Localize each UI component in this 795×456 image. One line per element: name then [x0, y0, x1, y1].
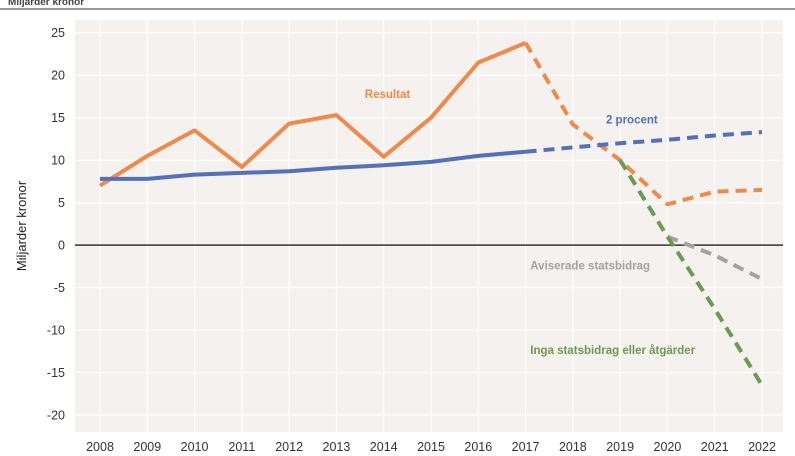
annotation-label: Inga statsbidrag eller åtgärder [530, 345, 695, 357]
y-tick-label: 20 [51, 69, 65, 83]
series-line-0 [98, 41, 527, 188]
annotation-label: Aviserade statsbidrag [530, 261, 650, 273]
y-tick-label: -15 [47, 366, 65, 380]
x-tick-label: 2012 [275, 440, 303, 454]
x-tick-label: 2011 [228, 440, 255, 454]
series-line-2 [100, 149, 526, 181]
x-tick-label: 2014 [370, 440, 398, 454]
y-tick-labels: 25 20 15 10 5 0 -5 -10 -15 -20 [47, 26, 65, 422]
x-tick-label: 2008 [86, 440, 114, 454]
x-tick-label: 2019 [606, 440, 634, 454]
annotation-label: 2 procent [606, 115, 658, 127]
gridlines [75, 20, 783, 432]
x-tick-label: 2017 [512, 440, 540, 454]
y-tick-label: 10 [51, 154, 65, 168]
top-caption: Miljarder kronor [8, 0, 85, 8]
x-tick-label: 2013 [323, 440, 351, 454]
series-line-3 [525, 130, 763, 154]
y-tick-label: 25 [51, 26, 65, 40]
series-line-5 [618, 159, 764, 387]
y-tick-label: -20 [47, 409, 65, 423]
series-line-1 [523, 41, 763, 207]
top-divider [0, 8, 795, 10]
y-axis-title: Miljarder kronor [14, 180, 29, 271]
annotations: Resultat 2 procent Aviserade statsbidrag In… [365, 89, 696, 357]
x-tick-label: 2022 [748, 440, 776, 454]
annotation-label: Resultat [365, 89, 411, 101]
x-tick-label: 2009 [133, 440, 161, 454]
x-tick-label: 2020 [654, 440, 682, 454]
x-tick-label: 2010 [181, 440, 209, 454]
series-lines [98, 41, 764, 387]
x-tick-label: 2021 [701, 440, 729, 454]
y-tick-label: -10 [47, 324, 65, 338]
x-tick-label: 2016 [464, 440, 492, 454]
x-tick-labels: 2008 2009 2010 2011 2012 2013 2014 2015 2016 2017… [86, 440, 776, 454]
y-tick-label: -5 [54, 281, 65, 295]
x-tick-label: 2015 [417, 440, 445, 454]
plot-background [75, 20, 783, 432]
x-tick-label: 2018 [559, 440, 587, 454]
y-tick-label: 15 [51, 111, 65, 125]
y-tick-label: 5 [58, 196, 65, 210]
y-tick-label: 0 [58, 239, 65, 253]
